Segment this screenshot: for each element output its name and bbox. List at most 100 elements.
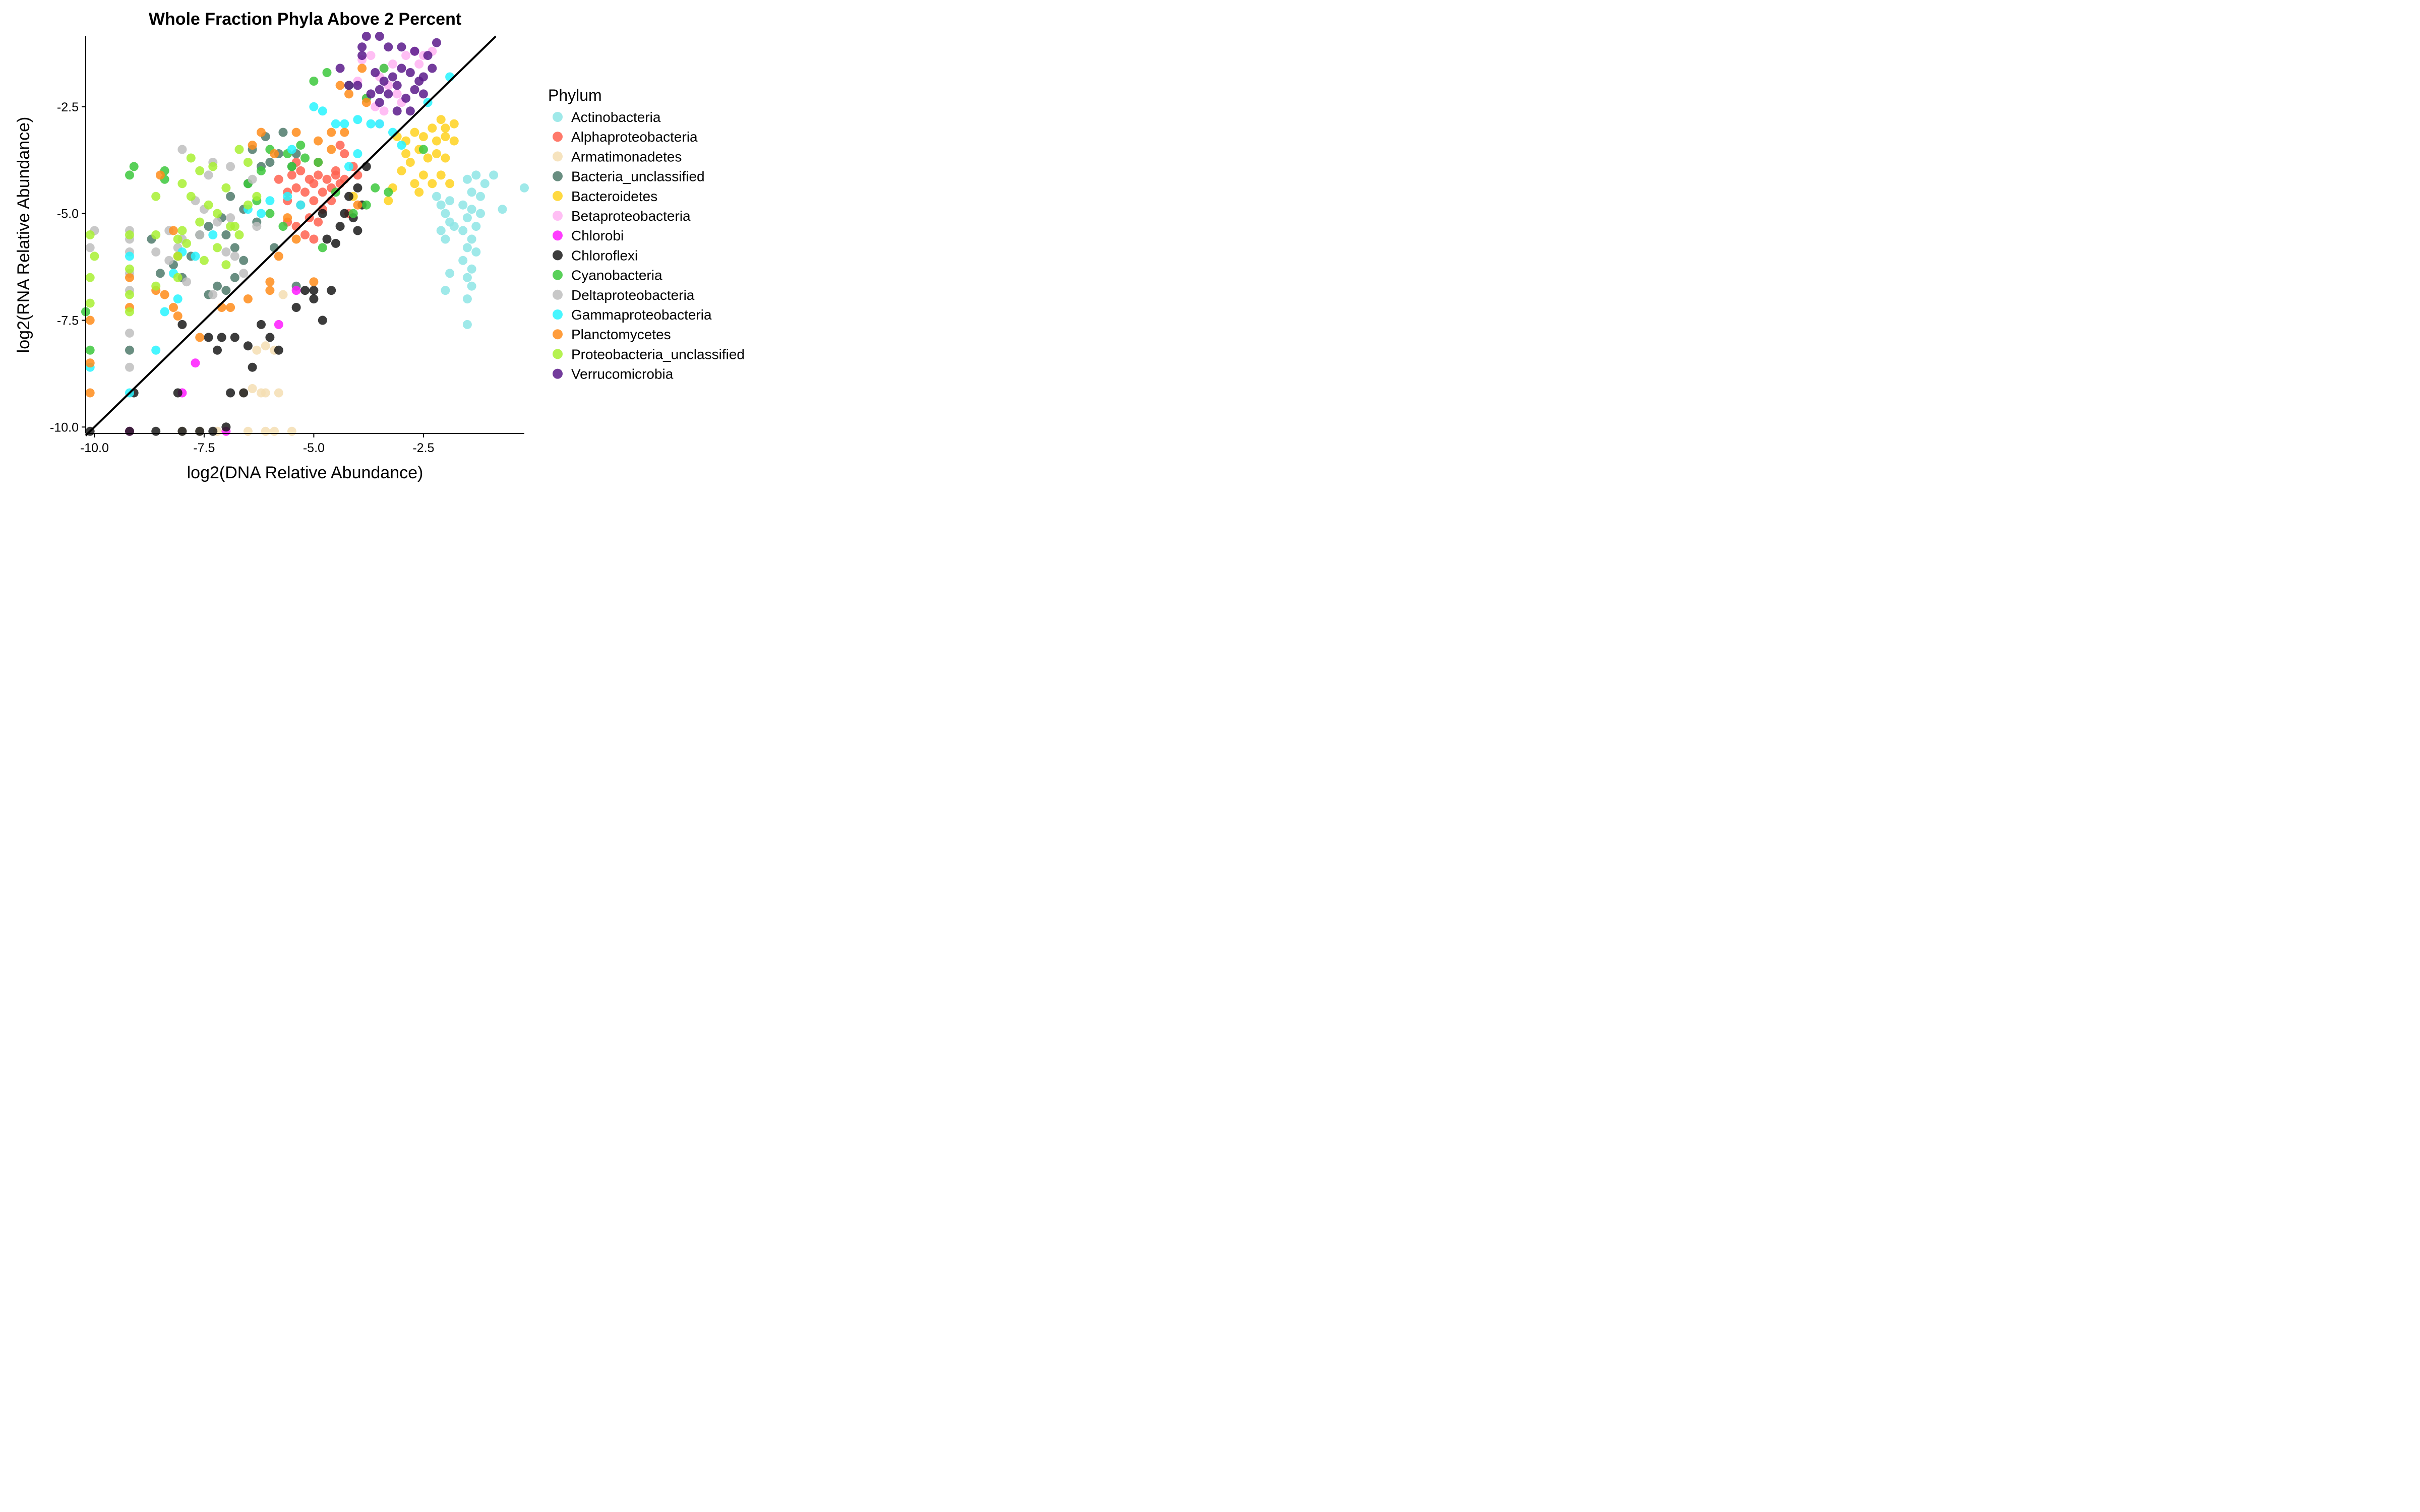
point-deltaproteobacteria-6: [213, 217, 222, 227]
point-proteobacteria-unclassified-0: [234, 145, 244, 154]
point-proteobacteria-unclassified-9: [234, 230, 244, 239]
point-deltaproteobacteria-7: [226, 213, 235, 223]
point-chlorobi-1: [274, 320, 283, 329]
point-chloroflexi-23: [213, 345, 222, 355]
point-actinobacteria-26: [441, 234, 450, 244]
point-bacteroidetes-15: [428, 179, 437, 188]
legend-label: Gammaproteobacteria: [571, 307, 712, 323]
legend-key-betaproteobacteria: [553, 211, 563, 221]
point-deltaproteobacteria-27: [208, 290, 218, 299]
point-cyanobacteria-26: [85, 345, 95, 355]
point-planctomycetes-29: [85, 358, 95, 368]
point-bacteria-unclassified-17: [230, 273, 239, 282]
point-alphaproteobacteria-30: [274, 174, 283, 184]
point-proteobacteria-unclassified-28: [85, 273, 95, 282]
point-deltaproteobacteria-26: [85, 243, 95, 253]
legend-key-alphaproteobacteria: [553, 132, 563, 142]
point-bacteria-unclassified-7: [226, 192, 235, 201]
point-alphaproteobacteria-33: [335, 141, 345, 150]
point-proteobacteria-unclassified-24: [125, 264, 134, 274]
point-armatimonadetes-8: [257, 388, 266, 398]
point-cyanobacteria-13: [265, 209, 275, 218]
point-chloroflexi-14: [327, 286, 336, 295]
legend-label: Bacteroidetes: [571, 188, 657, 204]
point-chloroflexi-2: [344, 192, 353, 201]
point-deltaproteobacteria-23: [125, 328, 134, 338]
point-actinobacteria-32: [476, 192, 485, 201]
point-deltaproteobacteria-15: [182, 277, 192, 287]
point-bacteroidetes-16: [436, 170, 446, 180]
point-chloroflexi-12: [300, 286, 310, 295]
point-cyanobacteria-1: [322, 68, 332, 77]
x-axis-title: log2(DNA Relative Abundance): [187, 463, 424, 482]
point-alphaproteobacteria-18: [314, 217, 323, 227]
point-verrucomicrobia-0: [361, 32, 371, 41]
legend-label: Chloroflexi: [571, 247, 638, 263]
point-chloroflexi-20: [230, 333, 239, 342]
point-bacteroidetes-14: [418, 170, 428, 180]
point-planctomycetes-15: [309, 277, 319, 287]
point-gammaproteobacteria-26: [287, 145, 296, 154]
point-chloroflexi-24: [248, 362, 257, 372]
point-proteobacteria-unclassified-2: [208, 162, 218, 171]
point-bacteroidetes-1: [428, 123, 437, 133]
point-gammaproteobacteria-21: [160, 307, 169, 317]
point-planctomycetes-11: [291, 234, 301, 244]
point-deltaproteobacteria-16: [164, 256, 174, 265]
point-actinobacteria-4: [458, 200, 468, 210]
point-cyanobacteria-9: [287, 162, 296, 171]
point-actinobacteria-7: [462, 213, 472, 223]
point-alphaproteobacteria-25: [331, 166, 340, 175]
point-verrucomicrobia-19: [428, 64, 437, 73]
point-cyanobacteria-28: [296, 141, 306, 150]
point-planctomycetes-32: [327, 145, 336, 154]
point-planctomycetes-12: [274, 251, 283, 261]
point-actinobacteria-27: [445, 196, 455, 206]
point-actinobacteria-23: [441, 209, 450, 218]
point-proteobacteria-unclassified-30: [85, 298, 95, 308]
point-cyanobacteria-24: [125, 170, 134, 180]
point-proteobacteria-unclassified-33: [252, 192, 262, 201]
point-deltaproteobacteria-29: [252, 222, 262, 231]
point-planctomycetes-33: [353, 200, 362, 210]
point-verrucomicrobia-18: [418, 89, 428, 99]
point-actinobacteria-0: [462, 174, 472, 184]
point-alphaproteobacteria-3: [314, 170, 323, 180]
point-actinobacteria-22: [436, 200, 446, 210]
point-alphaproteobacteria-10: [318, 187, 327, 197]
point-bacteroidetes-20: [441, 132, 450, 142]
point-actinobacteria-13: [458, 256, 468, 265]
legend-label: Proteobacteria_unclassified: [571, 346, 745, 362]
x-tick-label: -2.5: [412, 441, 434, 455]
point-actinobacteria-12: [471, 247, 481, 257]
point-bacteria-unclassified-28: [278, 128, 288, 137]
point-planctomycetes-3: [357, 64, 367, 73]
legend-key-armatimonadetes: [553, 151, 563, 162]
point-cyanobacteria-0: [309, 77, 319, 86]
point-armatimonadetes-9: [270, 426, 279, 436]
point-planctomycetes-13: [265, 277, 275, 287]
legend-key-planctomycetes: [553, 329, 563, 340]
y-tick-label: -2.5: [57, 100, 79, 114]
point-alphaproteobacteria-7: [291, 183, 301, 193]
point-deltaproteobacteria-14: [239, 269, 249, 278]
point-chloroflexi-18: [274, 345, 283, 355]
point-bacteroidetes-2: [436, 115, 446, 124]
point-gammaproteobacteria-13: [296, 200, 306, 210]
point-deltaproteobacteria-28: [248, 174, 257, 184]
point-proteobacteria-unclassified-21: [151, 192, 161, 201]
point-gammaproteobacteria-0: [318, 106, 327, 116]
point-armatimonadetes-7: [248, 384, 257, 393]
point-proteobacteria-unclassified-4: [177, 179, 187, 188]
point-proteobacteria-unclassified-20: [151, 230, 161, 239]
legend-items: Actinobacteria Alphaproteobacteria Armatim…: [553, 109, 745, 382]
point-planctomycetes-2: [361, 98, 371, 107]
point-bacteroidetes-0: [418, 132, 428, 142]
point-actinobacteria-5: [467, 205, 476, 214]
point-gammaproteobacteria-4: [366, 119, 376, 129]
point-gammaproteobacteria-20: [173, 294, 183, 304]
point-proteobacteria-unclassified-1: [243, 158, 253, 167]
point-verrucomicrobia-13: [375, 85, 384, 94]
point-armatimonadetes-5: [274, 388, 283, 398]
legend-title: Phylum: [548, 86, 602, 104]
